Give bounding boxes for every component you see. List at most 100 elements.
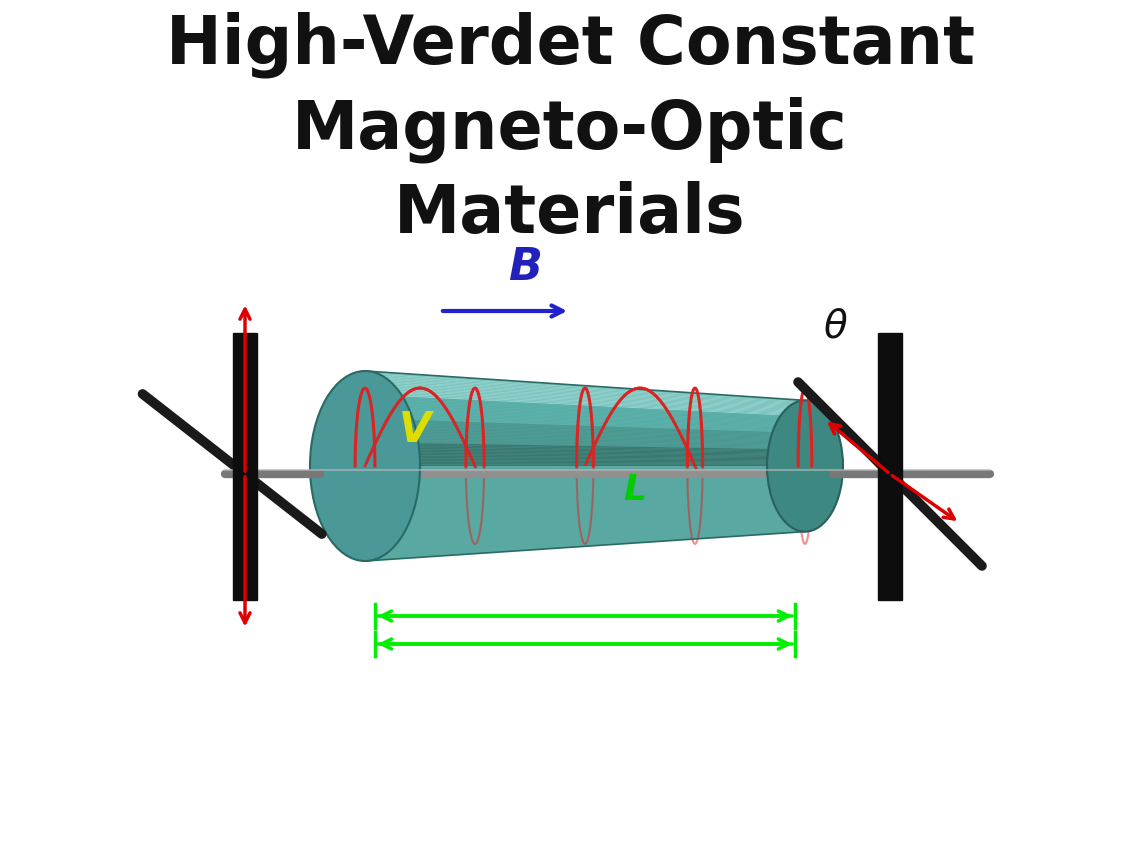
Polygon shape	[365, 430, 805, 442]
Polygon shape	[365, 410, 805, 429]
Polygon shape	[497, 380, 508, 553]
Polygon shape	[233, 333, 256, 599]
Polygon shape	[365, 371, 376, 561]
Polygon shape	[431, 375, 442, 557]
Polygon shape	[673, 391, 684, 540]
Polygon shape	[365, 426, 805, 440]
Polygon shape	[365, 458, 805, 462]
Polygon shape	[365, 409, 805, 428]
Polygon shape	[453, 377, 464, 555]
Polygon shape	[365, 412, 805, 430]
Polygon shape	[365, 393, 805, 417]
Polygon shape	[365, 423, 805, 437]
Polygon shape	[684, 392, 695, 540]
Polygon shape	[365, 371, 805, 402]
Polygon shape	[717, 395, 728, 538]
Polygon shape	[651, 390, 662, 542]
Polygon shape	[365, 435, 805, 445]
Polygon shape	[365, 397, 805, 419]
Polygon shape	[878, 333, 902, 599]
Polygon shape	[365, 450, 805, 456]
Polygon shape	[365, 407, 805, 427]
Polygon shape	[365, 389, 805, 413]
Polygon shape	[420, 375, 431, 558]
Polygon shape	[365, 460, 805, 462]
Polygon shape	[365, 374, 805, 404]
Text: B: B	[508, 246, 542, 289]
Polygon shape	[585, 385, 596, 546]
Polygon shape	[365, 387, 805, 412]
Polygon shape	[793, 399, 805, 533]
Polygon shape	[365, 382, 805, 409]
Text: Materials: Materials	[394, 181, 746, 247]
Polygon shape	[365, 379, 805, 407]
Polygon shape	[365, 397, 805, 420]
Polygon shape	[365, 433, 805, 444]
Polygon shape	[739, 396, 750, 536]
Polygon shape	[640, 390, 651, 543]
Polygon shape	[365, 456, 805, 461]
Polygon shape	[365, 406, 805, 425]
Ellipse shape	[767, 400, 842, 532]
Polygon shape	[695, 393, 706, 539]
Polygon shape	[365, 414, 805, 431]
Polygon shape	[365, 390, 805, 415]
Text: High-Verdet Constant: High-Verdet Constant	[165, 11, 975, 77]
Polygon shape	[783, 399, 793, 533]
Polygon shape	[409, 374, 420, 558]
Polygon shape	[365, 404, 805, 424]
Polygon shape	[365, 418, 805, 434]
Text: Magneto-Optic: Magneto-Optic	[292, 96, 848, 163]
Polygon shape	[464, 378, 475, 554]
Polygon shape	[365, 391, 805, 416]
Polygon shape	[365, 444, 805, 452]
Polygon shape	[365, 403, 805, 423]
Text: V: V	[399, 409, 431, 451]
Polygon shape	[365, 462, 805, 465]
Polygon shape	[552, 384, 563, 548]
Polygon shape	[365, 420, 805, 436]
Polygon shape	[365, 428, 805, 441]
Polygon shape	[662, 391, 673, 541]
Polygon shape	[365, 422, 805, 436]
Polygon shape	[376, 372, 386, 560]
Polygon shape	[365, 416, 805, 432]
Polygon shape	[606, 387, 618, 545]
Polygon shape	[542, 383, 552, 549]
Polygon shape	[629, 389, 640, 543]
Polygon shape	[365, 452, 805, 457]
Polygon shape	[772, 398, 783, 533]
Polygon shape	[365, 437, 805, 448]
Polygon shape	[365, 447, 805, 454]
Polygon shape	[486, 379, 497, 553]
Polygon shape	[365, 439, 805, 449]
Polygon shape	[728, 395, 739, 537]
Ellipse shape	[310, 371, 420, 561]
Polygon shape	[365, 417, 805, 433]
Polygon shape	[563, 385, 575, 548]
Polygon shape	[706, 394, 717, 539]
Polygon shape	[365, 436, 805, 446]
Polygon shape	[618, 388, 629, 544]
Polygon shape	[365, 441, 805, 449]
Polygon shape	[365, 380, 805, 408]
Polygon shape	[365, 462, 805, 464]
Polygon shape	[386, 372, 398, 559]
Polygon shape	[365, 378, 805, 406]
Polygon shape	[365, 401, 805, 423]
Polygon shape	[762, 397, 772, 534]
Polygon shape	[398, 373, 409, 559]
Polygon shape	[365, 425, 805, 439]
Polygon shape	[596, 386, 606, 546]
Polygon shape	[365, 453, 805, 458]
Polygon shape	[365, 449, 805, 455]
Polygon shape	[365, 431, 805, 443]
Text: θ: θ	[823, 307, 847, 346]
Polygon shape	[530, 382, 542, 550]
Polygon shape	[575, 385, 585, 547]
Polygon shape	[365, 443, 805, 450]
Polygon shape	[365, 384, 805, 410]
Polygon shape	[365, 445, 805, 453]
Text: L: L	[624, 473, 646, 507]
Polygon shape	[519, 381, 530, 551]
